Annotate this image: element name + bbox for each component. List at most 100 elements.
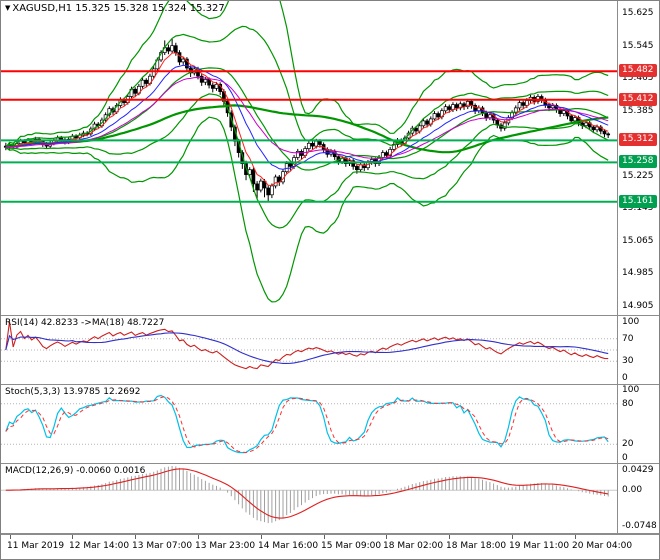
candle-body (273, 176, 278, 187)
candle-body (458, 103, 463, 109)
ema-24-line (5, 76, 609, 160)
main-chart-plot[interactable] (1, 1, 619, 315)
time-tick-mark (386, 535, 387, 539)
rsi-ma-line (5, 332, 609, 364)
rsi-header: RSI(14) 42.8233 ->MA(18) 48.7227 (5, 318, 165, 328)
candle-body (255, 183, 259, 191)
candle-body (199, 75, 204, 83)
price-level-badge: 15.258 (619, 155, 657, 169)
time-tick-label: 13 Mar 23:00 (195, 541, 256, 551)
time-tick-label: 20 Mar 04:00 (572, 541, 633, 551)
candle-body (177, 52, 182, 63)
rsi-tick-label: 100 (622, 316, 640, 327)
stochastic-plot[interactable] (1, 385, 619, 463)
time-tick-label: 19 Mar 11:00 (509, 541, 570, 551)
bollinger-lower-line (5, 93, 609, 229)
candle-body (288, 163, 293, 167)
candle-body (443, 106, 448, 112)
price-tick-label: 15.225 (622, 170, 654, 181)
candle-body (451, 104, 455, 110)
candle-body (425, 120, 429, 125)
price-tick-label: 15.385 (622, 105, 654, 116)
stoch-k-line (5, 394, 609, 454)
candle-body (573, 117, 577, 122)
candle-body (306, 142, 311, 149)
price-axis[interactable]: 15.62515.54515.46515.38515.30515.22515.1… (617, 1, 659, 534)
price-tick-label: 14.905 (622, 300, 654, 311)
macd-header: MACD(12,26,9) -0.0060 0.0016 (5, 466, 146, 476)
time-tick-mark (10, 535, 11, 539)
stoch-d-line (5, 395, 609, 454)
panel-divider[interactable] (1, 463, 659, 464)
rsi-plot[interactable] (1, 316, 619, 384)
rsi-tick-label: 70 (622, 333, 634, 344)
price-tick-label: 15.545 (622, 40, 654, 51)
ema-5-line (5, 52, 609, 187)
candle-body (22, 140, 27, 144)
chart-header: ▼ XAGUSD,H1 15.325 15.328 15.324 15.327 (5, 3, 225, 14)
price-tick-label: 15.145 (622, 203, 654, 214)
candle-body (602, 130, 607, 135)
macd-plot[interactable] (1, 464, 619, 534)
candle-body (569, 115, 574, 122)
candle-body (473, 105, 477, 112)
candle-body (465, 101, 470, 108)
candle-body (414, 127, 418, 132)
rsi-line (5, 321, 609, 370)
time-axis[interactable]: 11 Mar 2019 12 Mar 14:00 13 Mar 07:00 13 Ma… (1, 534, 659, 559)
candle-body (295, 151, 300, 158)
candle-body (521, 102, 526, 106)
candle-body (454, 104, 459, 109)
panel-divider[interactable] (1, 384, 659, 385)
price-tick-label: 14.985 (622, 268, 654, 279)
price-tick-label: 15.625 (622, 8, 654, 19)
macd-histogram (9, 466, 609, 524)
time-tick-mark (198, 535, 199, 539)
candle-body (310, 142, 315, 147)
candle-body (59, 137, 64, 140)
time-tick-label: 14 Mar 16:00 (258, 541, 319, 551)
panel-divider[interactable] (1, 315, 659, 316)
time-tick-mark (575, 535, 576, 539)
candle-body (203, 79, 208, 83)
candle-body (436, 113, 441, 118)
bollinger-middle-line (5, 67, 609, 171)
time-tick-label: 12 Mar 14:00 (69, 541, 130, 551)
candle-body (166, 47, 171, 52)
candle-body (214, 83, 219, 89)
candle-body (488, 114, 492, 118)
price-level-badge: 15.482 (619, 64, 657, 78)
rsi-panel: RSI(14) 42.8233 ->MA(18) 48.7227 (1, 316, 659, 384)
panel-divider[interactable] (1, 533, 659, 534)
time-tick-mark (72, 535, 73, 539)
candlestick-series (3, 38, 611, 202)
time-tick-mark (324, 535, 325, 539)
candle-body (591, 126, 596, 131)
candle-body (447, 106, 452, 110)
rsi-tick-label: 0 (622, 373, 628, 384)
slow-ma-line (5, 104, 609, 154)
chart-quote-values: 15.325 15.328 15.324 15.327 (75, 3, 225, 14)
candle-body (314, 140, 319, 147)
price-tick-label: 15.465 (622, 73, 654, 84)
candle-body (251, 169, 256, 185)
candle-body (351, 160, 356, 167)
candle-body (388, 149, 392, 156)
rsi-tick-label: 30 (622, 356, 634, 367)
stochastic-panel: Stoch(5,3,3) 13.9785 12.2692 (1, 385, 659, 463)
macd-signal-line (5, 468, 609, 519)
candle-body (384, 152, 389, 156)
stoch-tick-label: 20 (622, 439, 634, 450)
candle-body (170, 45, 174, 52)
candle-body (547, 104, 551, 109)
candle-body (258, 180, 263, 191)
symbol-dropdown-icon[interactable]: ▼ (5, 4, 11, 12)
candle-body (185, 58, 189, 69)
macd-tick-label: 0.0429 (622, 464, 654, 475)
price-level-badge: 15.312 (619, 133, 657, 147)
candle-body (210, 84, 215, 89)
candle-body (299, 151, 304, 156)
candle-body (421, 120, 426, 127)
time-tick-mark (261, 535, 262, 539)
candle-body (391, 144, 396, 150)
